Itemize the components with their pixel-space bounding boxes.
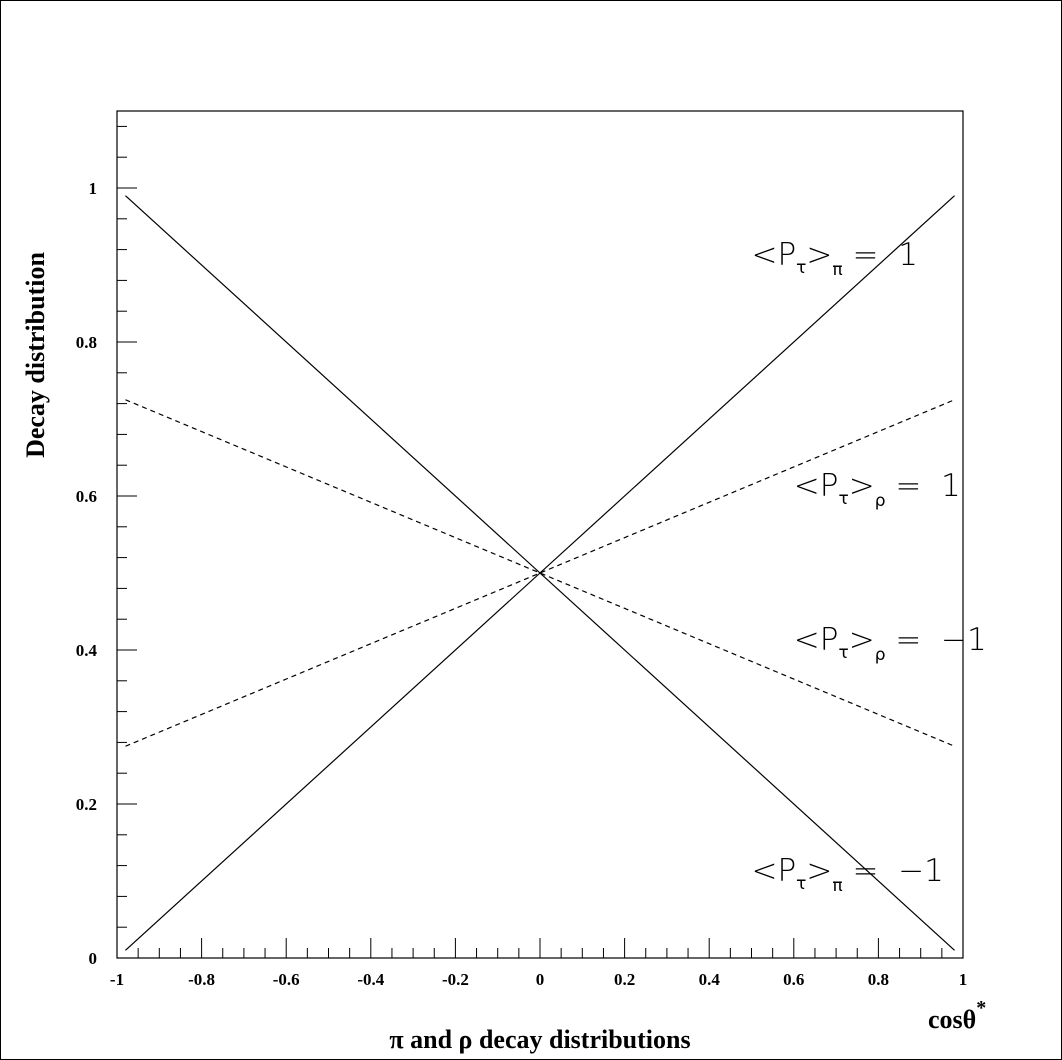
series-line	[125, 399, 955, 747]
plot-frame	[116, 110, 964, 959]
curve-label: <Pτ>π = 1	[752, 237, 918, 280]
tick-labels: -1 -0.8 -0.6 -0.4 -0.2 0 0.2 0.4 0.6 0.8 1 0 0.2 0.4 0…	[76, 179, 968, 989]
x-tick-label: -0.8	[188, 970, 215, 989]
curve-label: <Pτ>ρ = 1	[794, 468, 961, 511]
y-tick-label: 0.4	[76, 641, 98, 660]
x-tick-label: 0.6	[783, 970, 804, 989]
x-axis-title: cosθ*	[928, 997, 986, 1034]
x-tick-label: -0.2	[442, 970, 469, 989]
series-line	[125, 399, 955, 747]
x-tick-label: 0.2	[614, 970, 635, 989]
y-tick-label: 0	[89, 949, 98, 968]
axes	[116, 110, 964, 959]
x-tick-label: -1	[110, 970, 124, 989]
x-tick-label: 1	[959, 970, 968, 989]
tick-marks	[116, 125, 964, 959]
y-axis-title: Decay distribution	[21, 252, 50, 458]
x-tick-label: 0	[536, 970, 545, 989]
y-tick-label: 1	[89, 179, 98, 198]
chart-title: π and ρ decay distributions	[389, 1025, 690, 1054]
x-tick-label: -0.6	[273, 970, 300, 989]
x-tick-label: 0.8	[868, 970, 889, 989]
curve-label: <Pτ>ρ = −1	[794, 622, 987, 665]
y-tick-label: 0.2	[76, 795, 97, 814]
y-tick-label: 0.6	[76, 487, 97, 506]
series-line	[125, 195, 955, 951]
y-tick-label: 0.8	[76, 333, 97, 352]
curve-annotations: <Pτ>π = 1 <Pτ>ρ = 1 <Pτ>ρ = −1 <Pτ>π = −1	[752, 237, 987, 896]
curve-label: <Pτ>π = −1	[752, 853, 944, 896]
x-tick-label: 0.4	[699, 970, 721, 989]
x-tick-label: -0.4	[357, 970, 384, 989]
series-lines	[125, 195, 955, 951]
